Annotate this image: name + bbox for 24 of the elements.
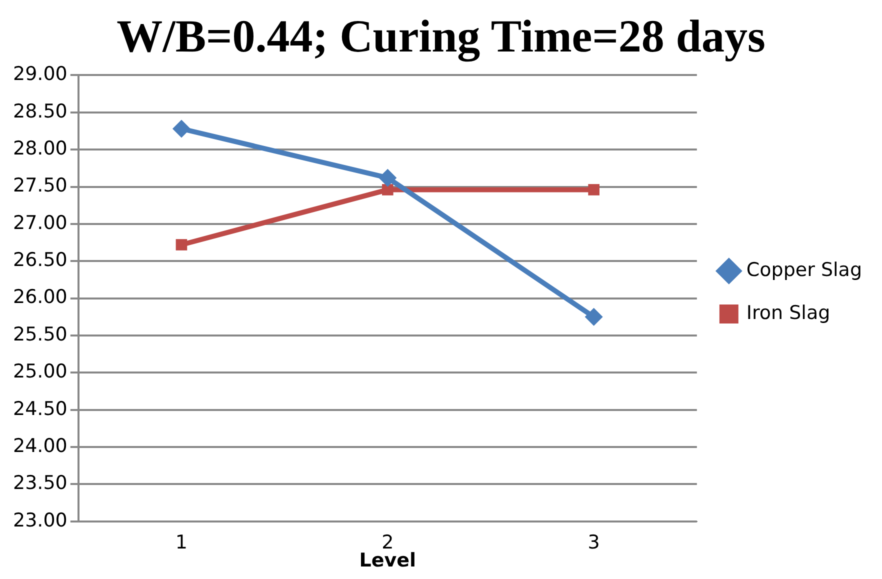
y-tick-label: 28.00	[12, 138, 68, 160]
chart-title: W/B=0.44; Curing Time=28 days	[116, 10, 766, 62]
y-tick-label: 25.00	[12, 360, 68, 383]
y-tick-label: 26.50	[12, 249, 68, 272]
y-tick-label: 27.50	[12, 174, 68, 197]
y-tick-label: 27.00	[12, 212, 68, 234]
legend-label: Iron Slag	[746, 302, 830, 324]
y-tick-label: 24.50	[12, 398, 68, 420]
point	[584, 308, 603, 326]
y-tick-label: 24.00	[12, 434, 68, 457]
y-tick-label: 28.50	[12, 100, 68, 122]
point	[382, 184, 394, 196]
x-tick-label: 3	[588, 532, 600, 554]
y-tick-label: 26.00	[12, 286, 68, 308]
point	[588, 184, 600, 196]
y-tick-label: 23.00	[12, 509, 68, 532]
y-tick-label: 29.00	[12, 63, 68, 86]
point	[378, 168, 397, 187]
point	[172, 120, 190, 138]
y-tick-label: 23.50	[12, 472, 68, 494]
x-tick-label: 1	[175, 532, 188, 554]
legend-label: Copper Slag	[746, 258, 862, 281]
y-tick-label: 25.50	[12, 323, 68, 346]
point	[176, 239, 188, 250]
